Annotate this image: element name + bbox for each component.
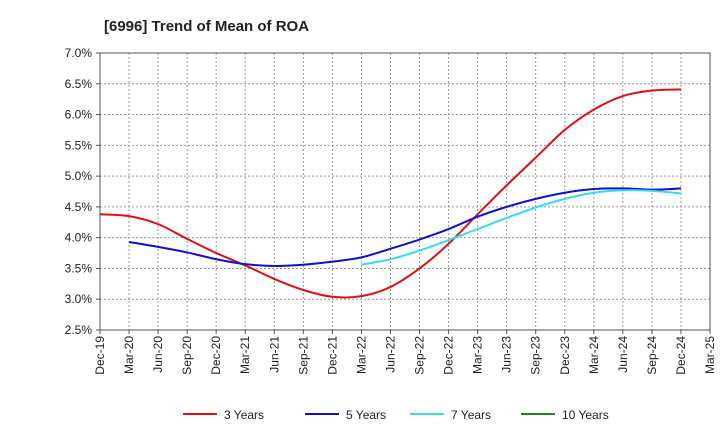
x-tick-label: Mar-25 <box>703 336 717 374</box>
x-tick-label: Mar-20 <box>122 336 136 374</box>
series-layer <box>99 88 682 299</box>
y-tick-label: 5.0% <box>65 169 93 183</box>
x-tick-label: Dec-22 <box>442 336 456 375</box>
x-axis-ticks: Dec-19 Mar-20 Jun-20 Sep-20 Dec-20 Mar-21 Jun-… <box>93 330 717 375</box>
x-tick-label: Dec-23 <box>558 336 572 375</box>
y-tick-label: 4.0% <box>65 231 93 245</box>
x-tick-label: Dec-19 <box>93 336 107 375</box>
x-tick-label: Sep-23 <box>529 336 543 375</box>
grid <box>100 53 710 330</box>
x-tick-label: Mar-24 <box>587 336 601 374</box>
y-tick-label: 4.5% <box>65 200 93 214</box>
y-tick-label: 2.5% <box>65 323 93 337</box>
legend-label-10-years: 10 Years <box>562 408 609 422</box>
x-tick-label: Jun-20 <box>151 336 165 373</box>
y-tick-label: 3.5% <box>65 261 93 275</box>
series-line-3-years <box>99 88 681 299</box>
x-tick-label: Jun-22 <box>383 336 397 373</box>
x-tick-label: Dec-20 <box>209 336 223 375</box>
y-tick-label: 7.0% <box>65 46 93 60</box>
x-tick-label: Jun-24 <box>616 336 630 373</box>
x-tick-label: Sep-21 <box>296 336 310 375</box>
legend-label-7-years: 7 Years <box>451 408 491 422</box>
y-axis-ticks: 2.5% 3.0% 3.5% 4.0% 4.5% 5.0% 5.5% 6.0% 6.5% 7.0% <box>65 46 100 337</box>
x-tick-label: Mar-23 <box>471 336 485 374</box>
x-tick-label: Sep-24 <box>645 336 659 375</box>
y-tick-label: 6.5% <box>65 77 93 91</box>
x-tick-label: Mar-21 <box>238 336 252 374</box>
legend-label-3-years: 3 Years <box>224 408 264 422</box>
plot-frame <box>99 52 711 331</box>
x-tick-label: Dec-24 <box>674 336 688 375</box>
legend: 3 Years 5 Years 7 Years 10 Years <box>183 408 609 422</box>
x-tick-label: Sep-20 <box>180 336 194 375</box>
y-tick-label: 3.0% <box>65 292 93 306</box>
x-tick-label: Dec-21 <box>325 336 339 375</box>
series-line-5-years <box>128 187 681 267</box>
y-tick-label: 6.0% <box>65 108 93 122</box>
x-tick-label: Jun-23 <box>500 336 514 373</box>
legend-label-5-years: 5 Years <box>346 408 386 422</box>
chart-title: [6996] Trend of Mean of ROA <box>104 18 309 35</box>
x-tick-label: Sep-22 <box>413 336 427 375</box>
x-tick-label: Jun-21 <box>267 336 281 373</box>
series-line-7-years <box>361 189 682 266</box>
y-tick-label: 5.5% <box>65 138 93 152</box>
x-tick-label: Mar-22 <box>354 336 368 374</box>
